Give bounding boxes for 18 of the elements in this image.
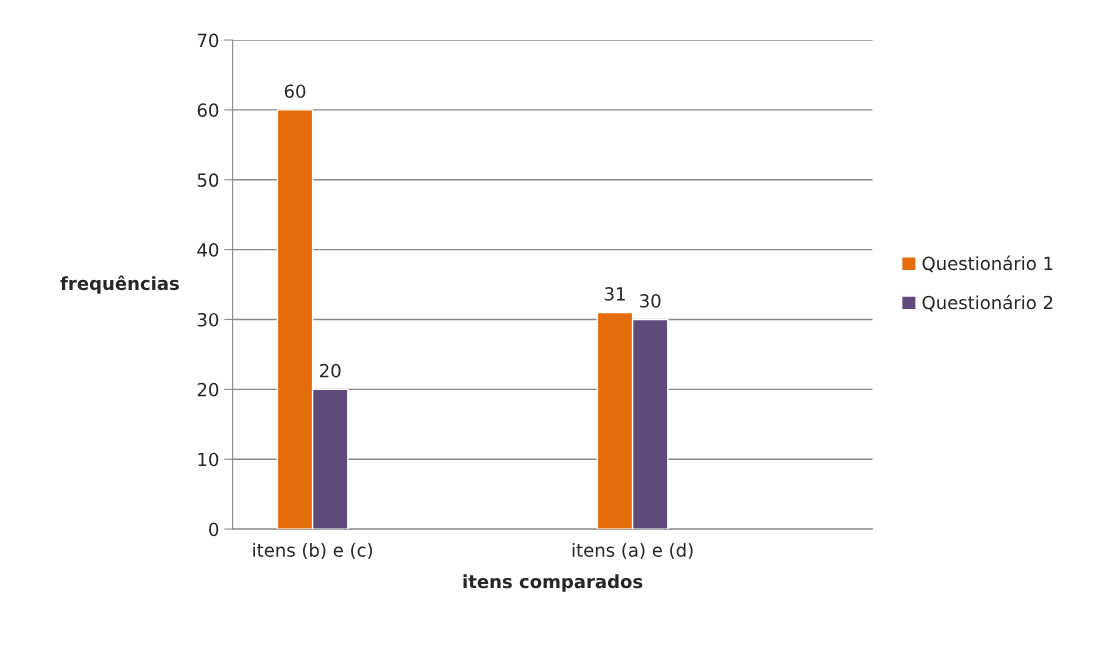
- data-label: 60: [284, 84, 306, 99]
- y-tick-label: 20: [197, 382, 219, 397]
- legend-label: Questionário 1: [922, 255, 1053, 273]
- y-tick-label: 10: [198, 452, 219, 467]
- y-axis-title: frequências: [60, 275, 179, 294]
- y-tick-label: 60: [197, 103, 219, 118]
- x-tick-label: itens (b) e (c): [253, 542, 373, 560]
- data-label: 20: [320, 363, 341, 378]
- y-tick-label: 0: [209, 522, 219, 537]
- y-tick-label: 40: [197, 243, 219, 257]
- y-tick-label: 70: [197, 33, 219, 48]
- data-label: 31: [604, 287, 625, 301]
- data-label: 30: [640, 294, 661, 308]
- legend-label: Questionário 2: [922, 294, 1053, 312]
- x-axis-title: itens comparados: [463, 574, 643, 592]
- y-tick-label: 50: [197, 173, 219, 187]
- x-tick-label: itens (a) e (d): [572, 542, 693, 560]
- y-tick-label: 30: [197, 312, 219, 327]
